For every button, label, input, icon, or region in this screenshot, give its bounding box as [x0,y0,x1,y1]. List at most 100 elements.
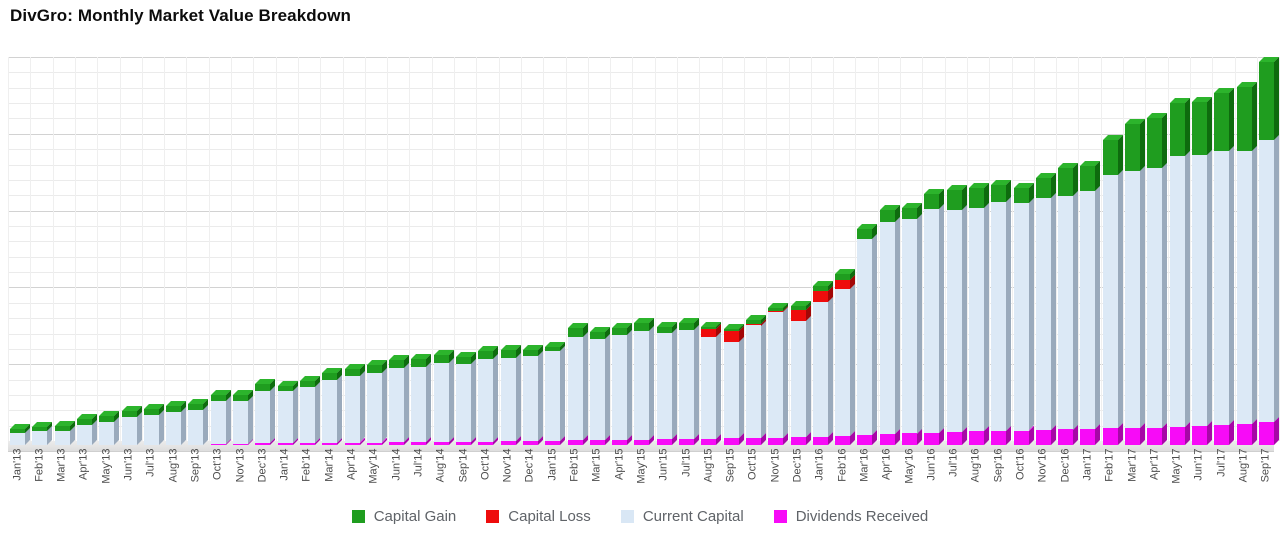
bar-segment-dividends-received [411,441,427,445]
bar-segment-current-capital [589,339,605,440]
gridline-horizontal [8,226,1274,227]
legend-label-dividends-received: Dividends Received [795,508,929,525]
bar-segment-current-capital [32,431,48,445]
bar-segment-capital-gain [1236,86,1252,151]
bar-segment-capital-gain [1013,188,1029,204]
gridline-vertical [364,57,366,441]
gridline-vertical [387,57,389,441]
bar-segment-current-capital [857,238,873,435]
bar-segment-capital-gain [344,369,360,377]
x-axis-label: Jan'13 [11,448,23,481]
bar-segment-dividends-received [478,441,494,445]
bar-segment-dividends-received [656,439,672,445]
gridline-horizontal [8,87,1274,89]
x-axis-label: Jan'17 [1081,448,1094,481]
bar-segment-current-capital [1080,191,1096,430]
bar-segment-current-capital [1058,195,1074,430]
bar-segment-current-capital-side [805,315,811,438]
bar-segment-current-capital [991,202,1007,432]
gridline-vertical [164,57,166,441]
gridline-horizontal [8,256,1274,258]
gridline-vertical [1011,57,1013,441]
gridline-vertical [1033,57,1035,441]
bar-segment-current-capital-side [827,297,833,437]
bar-segment-dividends-received [299,443,315,445]
bar-segment-dividends-received [456,441,471,445]
bar-segment-current-capital-side [872,233,878,435]
x-axis-label: Dec'15 [791,448,804,483]
gridline-vertical [297,57,299,441]
x-axis-label: Apr'16 [880,448,893,480]
gridline-vertical [1056,57,1058,441]
bar-segment-current-capital-side [537,351,543,442]
bar-segment-current-capital [768,311,784,438]
bar-segment-current-capital-side [939,204,945,433]
legend-item-capital-loss: Capital Loss [486,508,591,525]
bar-segment-current-capital [679,330,694,440]
x-axis-label: Jul'16 [947,448,960,477]
x-axis-label: Jul'14 [412,448,425,477]
x-axis-label: Oct'13 [211,448,224,480]
legend: Capital Gain Capital Loss Current Capita… [0,508,1280,525]
gridline-vertical [498,57,500,441]
x-axis-label: Jul'15 [680,448,692,477]
bar-segment-capital-gain [946,189,962,210]
bar-segment-current-capital [10,432,25,445]
gridline-vertical [565,57,567,441]
bar-segment-dividends-received [701,439,717,445]
bar-segment-current-capital-side [314,382,320,444]
gridline-vertical [944,57,946,441]
x-axis-label: Apr'15 [613,448,626,480]
gridline-vertical [52,57,54,441]
gridline-vertical [1256,57,1258,441]
bar-segment-dividends-received [545,440,561,445]
gridline-vertical [721,57,723,441]
bar-segment-current-capital-side [738,337,744,439]
x-axis-label: Jun'17 [1192,448,1205,481]
x-axis-label: Sep'17 [1259,448,1272,483]
bar-segment-current-capital-side [158,410,164,445]
x-axis-label: Jul'13 [144,448,157,477]
bar-segment-current-capital-side [1006,197,1012,432]
bar-segment-capital-gain [456,356,471,364]
x-axis-label: Mar'16 [858,448,871,482]
bar-segment-dividends-received [812,436,828,445]
x-axis-label: Mar'13 [55,448,68,482]
bar-segment-dividends-received [946,431,962,445]
bar-segment-current-capital-side [1073,190,1079,430]
bar-segment-capital-gain [1102,140,1118,175]
bar-segment-capital-gain [612,327,628,335]
bar-segment-capital-gain [902,207,917,219]
bar-segment-capital-gain-side [1184,98,1190,157]
bar-segment-current-capital-side [694,325,699,440]
bar-segment-current-capital-side [1184,151,1190,428]
bar-segment-capital-gain [835,274,851,281]
bar-segment-current-capital [946,209,962,432]
bar-segment-current-capital [835,289,851,436]
bar-segment-dividends-received [500,441,516,445]
x-axis-label: Dec'14 [523,448,536,483]
bar-segment-current-capital [433,362,449,442]
bar-segment-current-capital [1102,174,1118,429]
x-axis-label: Feb'15 [568,448,581,482]
bar-segment-current-capital [121,417,137,445]
bar-segment-current-capital-side [716,332,722,440]
x-axis-label: Nov'16 [1036,448,1049,483]
bar-segment-current-capital-side [961,204,967,432]
bar-segment-dividends-received [389,441,405,445]
gridline-vertical [989,57,991,441]
bar-segment-capital-gain [210,394,226,401]
bar-segment-current-capital [1125,171,1140,428]
x-axis-label: Feb'16 [836,448,849,482]
bar-segment-dividends-received [1035,429,1051,445]
bar-segment-current-capital [1013,203,1029,431]
legend-swatch-capital-gain [351,510,365,523]
legend-swatch-current-capital [620,510,634,523]
bar-segment-capital-gain [255,384,271,392]
bar-segment-capital-gain [1258,62,1274,141]
x-axis-label: Aug'17 [1237,448,1250,483]
x-axis-label: Jan'16 [813,448,826,481]
gridline-vertical [743,57,745,441]
bar-segment-capital-gain [723,329,739,332]
